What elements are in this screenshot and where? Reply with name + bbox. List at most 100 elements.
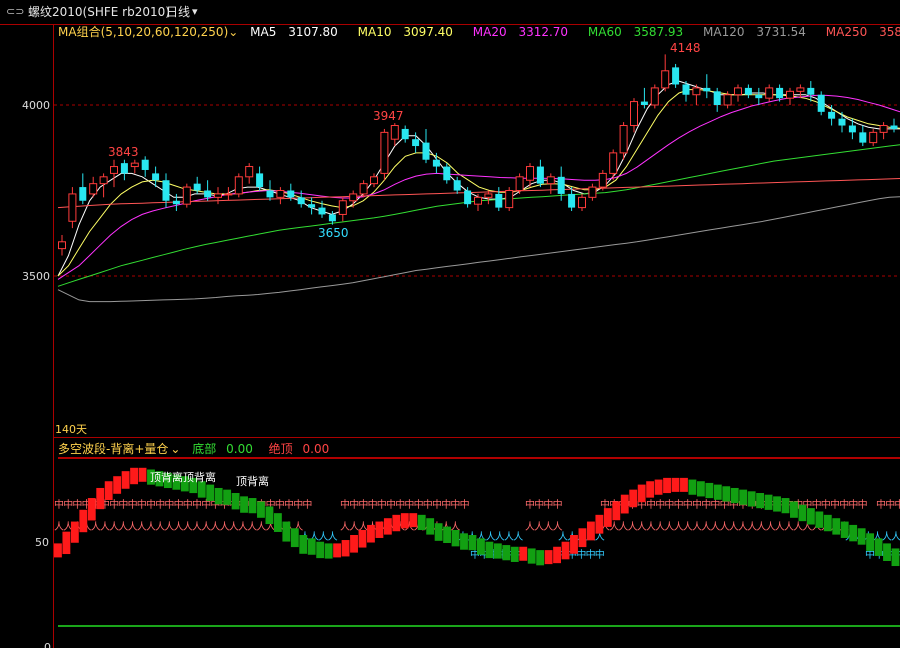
indicator-bar <box>468 535 477 551</box>
signal-marker: 人 <box>91 521 101 533</box>
candle <box>328 211 336 225</box>
signal-marker: 中 <box>349 498 359 511</box>
divergence-label: 顶背离 <box>183 470 216 484</box>
indicator-bar <box>451 529 460 547</box>
signal-marker: 人 <box>882 531 892 543</box>
signal-marker: 人 <box>793 521 803 533</box>
indicator-bar <box>282 521 291 542</box>
candle <box>828 105 836 126</box>
signal-marker: 中 <box>821 498 831 511</box>
indicator-bar <box>62 531 71 555</box>
indicator-bar <box>510 546 519 562</box>
signal-marker: 人 <box>220 521 230 533</box>
candle <box>297 190 305 208</box>
candle-body <box>526 166 534 181</box>
indicator-bar <box>104 481 113 501</box>
signal-marker: 人 <box>628 521 638 533</box>
candle-body <box>58 241 66 250</box>
signal-marker: 人 <box>729 521 739 533</box>
candle <box>130 159 139 174</box>
signal-marker: 中 <box>450 498 460 511</box>
chevron-down-icon[interactable]: ▾ <box>192 5 198 18</box>
indicator-bar <box>866 533 875 551</box>
indicator-bar <box>417 514 426 531</box>
y-tick-3500: 3500 <box>22 270 50 283</box>
signal-marker: 人 <box>513 531 523 543</box>
candle-body <box>796 87 805 92</box>
indicator-bar <box>426 518 435 535</box>
window-toggle-icon[interactable]: ⊂⊃ <box>6 5 25 18</box>
signal-marker: 人 <box>137 521 147 533</box>
candle-body <box>755 94 763 99</box>
divergence-label: 顶背离 <box>150 470 183 484</box>
chevron-down-icon[interactable]: ⌄ <box>228 25 239 39</box>
indicator-bar <box>798 504 807 522</box>
candle-body <box>401 128 409 140</box>
candle-body <box>328 214 336 222</box>
candle-body <box>422 142 430 160</box>
signal-marker: 人 <box>618 521 628 533</box>
signal-marker: 人 <box>146 521 156 533</box>
indicator-bar <box>231 493 240 510</box>
chevron-down-icon[interactable]: ⌄ <box>170 442 181 456</box>
signal-marker: 中 <box>72 498 82 511</box>
signal-marker: 人 <box>266 521 276 533</box>
signal-marker: 中 <box>470 548 480 561</box>
candle <box>672 63 680 88</box>
ma-group-selector[interactable]: MA组合(5,10,20,60,120,250) <box>58 25 229 39</box>
indicator-bar <box>502 545 511 561</box>
indicator-bar <box>815 511 824 528</box>
candle-body <box>120 163 128 174</box>
indicator-bar <box>265 506 274 525</box>
indicator-bar <box>223 489 232 505</box>
candle <box>58 234 66 256</box>
signal-marker: 人 <box>525 521 535 533</box>
candle-body <box>817 94 825 112</box>
period-selector[interactable]: 日线 <box>166 5 191 19</box>
candle-body <box>869 131 878 144</box>
candle-body <box>484 193 493 198</box>
candle-body <box>692 87 701 96</box>
signal-marker: 人 <box>756 521 766 533</box>
ma-line-ma250 <box>57 178 900 209</box>
candle <box>308 197 316 215</box>
candle-body <box>619 125 628 154</box>
signal-marker: 人 <box>63 521 73 533</box>
bottom-label: 底部 0.00 <box>192 442 253 456</box>
signal-marker: 人 <box>543 521 553 533</box>
candle <box>152 166 160 188</box>
trough-label-3650: 3650 <box>318 226 349 240</box>
candle <box>338 197 347 222</box>
candle <box>703 74 711 99</box>
signal-marker: 中 <box>100 498 110 511</box>
candle <box>526 163 534 188</box>
signal-marker: 人 <box>229 521 239 533</box>
candle-body <box>359 183 368 195</box>
candle <box>817 91 825 116</box>
candle-body <box>245 166 254 178</box>
ma20-label: MA20 3312.70 <box>472 25 569 39</box>
candle <box>713 87 721 112</box>
signal-marker: 中 <box>646 498 656 511</box>
candle <box>879 122 888 140</box>
indicator-bar <box>155 471 164 487</box>
indicator-bar <box>536 550 545 566</box>
indicator-selector[interactable]: 多空波段-背离+量仓 <box>58 442 169 456</box>
candle <box>453 176 461 194</box>
indicator-bar <box>333 543 342 558</box>
y-tick-0: 0 <box>44 641 51 648</box>
candle-body <box>162 180 170 201</box>
signal-marker: 人 <box>358 521 368 533</box>
indicator-bar <box>240 496 248 513</box>
candle <box>505 187 514 212</box>
candle-body <box>287 190 295 198</box>
candle-body <box>578 196 586 209</box>
candle <box>630 98 638 133</box>
candle <box>609 149 618 181</box>
signal-marker: 人 <box>174 521 184 533</box>
signal-marker: 人 <box>683 521 693 533</box>
candle-body <box>765 87 774 99</box>
candle-body <box>776 87 784 99</box>
indicator-bar <box>434 523 443 541</box>
